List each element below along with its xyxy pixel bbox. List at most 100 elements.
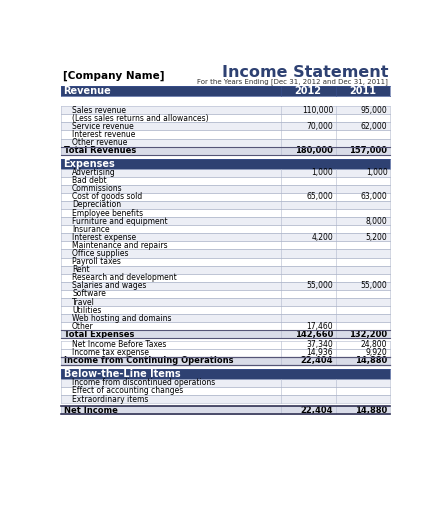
Bar	[61, 234, 390, 241]
Text: 14,880: 14,880	[355, 357, 388, 366]
Text: Insurance: Insurance	[72, 225, 110, 234]
Text: [Company Name]: [Company Name]	[63, 70, 164, 80]
Text: Effect of accounting changes: Effect of accounting changes	[72, 387, 183, 396]
Text: Extraordinary items: Extraordinary items	[72, 394, 148, 403]
Bar	[61, 290, 390, 298]
Bar	[61, 258, 390, 266]
Bar	[61, 369, 390, 379]
Bar	[61, 322, 390, 330]
Text: 8,000: 8,000	[366, 217, 388, 226]
Bar	[61, 217, 390, 225]
Bar	[61, 357, 390, 365]
Bar	[61, 177, 390, 185]
Bar	[61, 193, 390, 201]
Text: 24,800: 24,800	[361, 340, 388, 349]
Text: Rent: Rent	[72, 265, 90, 274]
Bar	[61, 147, 390, 155]
Text: Service revenue: Service revenue	[72, 122, 134, 131]
Text: Other revenue: Other revenue	[72, 138, 128, 147]
Text: 22,404: 22,404	[301, 406, 333, 414]
Bar	[61, 349, 390, 357]
Text: 95,000: 95,000	[361, 106, 388, 115]
Text: 4,200: 4,200	[312, 233, 333, 242]
Text: 110,000: 110,000	[302, 106, 333, 115]
Text: Employee benefits: Employee benefits	[72, 209, 143, 218]
Bar	[61, 314, 390, 322]
Text: Maintenance and repairs: Maintenance and repairs	[72, 241, 168, 250]
Text: 132,200: 132,200	[349, 330, 388, 339]
Text: Income from discontinued operations: Income from discontinued operations	[72, 378, 215, 387]
Text: Below-the-Line Items: Below-the-Line Items	[63, 369, 180, 379]
Text: Expenses: Expenses	[63, 159, 115, 169]
Text: Interest expense: Interest expense	[72, 233, 136, 242]
Bar	[61, 282, 390, 290]
Text: Web hosting and domains: Web hosting and domains	[72, 313, 172, 322]
Bar	[61, 241, 390, 249]
Text: Depreciation: Depreciation	[72, 200, 121, 209]
Text: 2012: 2012	[294, 86, 322, 96]
Text: Net Income: Net Income	[64, 406, 118, 414]
Text: Income Statement: Income Statement	[222, 65, 388, 80]
Bar	[61, 225, 390, 234]
Bar	[61, 106, 390, 114]
Bar	[61, 341, 390, 349]
Text: 2011: 2011	[349, 86, 376, 96]
Bar	[61, 86, 390, 96]
Text: Advertising: Advertising	[72, 168, 116, 177]
Text: 65,000: 65,000	[307, 193, 333, 201]
Text: 142,660: 142,660	[295, 330, 333, 339]
Bar	[61, 201, 390, 209]
Text: 9,920: 9,920	[366, 348, 388, 357]
Bar	[61, 379, 390, 387]
Text: 55,000: 55,000	[307, 281, 333, 290]
Bar	[61, 209, 390, 217]
Bar	[61, 406, 390, 414]
Text: Travel: Travel	[72, 298, 95, 307]
Text: 62,000: 62,000	[361, 122, 388, 131]
Text: For the Years Ending [Dec 31, 2012 and Dec 31, 2011]: For the Years Ending [Dec 31, 2012 and D…	[198, 78, 388, 85]
Text: 180,000: 180,000	[295, 146, 333, 155]
Text: Research and development: Research and development	[72, 274, 177, 282]
Text: Total Expenses: Total Expenses	[64, 330, 135, 339]
Text: Software: Software	[72, 289, 106, 298]
Text: Utilities: Utilities	[72, 306, 102, 315]
Bar	[61, 130, 390, 138]
Bar	[61, 266, 390, 274]
Bar	[61, 114, 390, 123]
Text: Income from Continuing Operations: Income from Continuing Operations	[64, 357, 234, 366]
Text: Other: Other	[72, 322, 94, 331]
Text: Sales revenue: Sales revenue	[72, 106, 126, 115]
Text: 1,000: 1,000	[366, 168, 388, 177]
Text: 17,460: 17,460	[307, 322, 333, 331]
Text: Revenue: Revenue	[63, 86, 111, 96]
Bar	[61, 306, 390, 314]
Text: (Less sales returns and allowances): (Less sales returns and allowances)	[72, 114, 209, 123]
Text: Payroll taxes: Payroll taxes	[72, 257, 121, 266]
Text: 70,000: 70,000	[307, 122, 333, 131]
Text: Interest revenue: Interest revenue	[72, 130, 136, 139]
Text: 5,200: 5,200	[366, 233, 388, 242]
Bar	[61, 274, 390, 282]
Text: Salaries and wages: Salaries and wages	[72, 281, 147, 290]
Text: Office supplies: Office supplies	[72, 249, 128, 258]
Bar	[61, 123, 390, 130]
Text: 22,404: 22,404	[301, 357, 333, 366]
Text: Income tax expense: Income tax expense	[72, 348, 149, 357]
Text: Net Income Before Taxes: Net Income Before Taxes	[72, 340, 166, 349]
Text: Total Revenues: Total Revenues	[64, 146, 136, 155]
Text: 14,880: 14,880	[355, 406, 388, 414]
Text: 157,000: 157,000	[349, 146, 388, 155]
Text: Furniture and equipment: Furniture and equipment	[72, 217, 168, 226]
Bar	[61, 387, 390, 395]
Text: 55,000: 55,000	[361, 281, 388, 290]
Text: 14,936: 14,936	[307, 348, 333, 357]
Text: Bad debt: Bad debt	[72, 176, 106, 185]
Bar	[61, 395, 390, 403]
Bar	[61, 169, 390, 177]
Text: Cost of goods sold: Cost of goods sold	[72, 193, 142, 201]
Bar	[61, 185, 390, 193]
Bar	[61, 249, 390, 258]
Bar	[61, 298, 390, 306]
Bar	[61, 138, 390, 147]
Bar	[61, 330, 390, 338]
